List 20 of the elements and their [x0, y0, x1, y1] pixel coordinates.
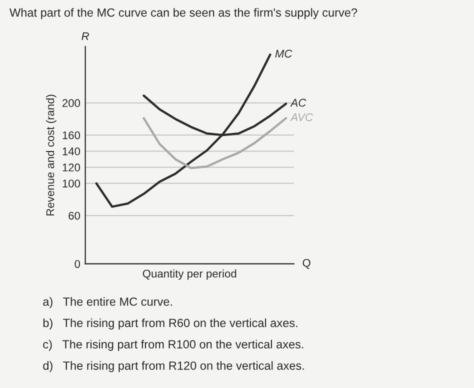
y-axis-title: Revenue and cost (rand): [46, 94, 56, 216]
text: a) The entire MC curve.: [43, 297, 172, 308]
y-tick-label: 100: [62, 180, 80, 188]
chart-title: What part of the MC curve can be seen as the firm's supply curve?: [10, 8, 358, 20]
line-series: [142, 117, 288, 170]
series-label: AC: [290, 98, 306, 107]
series-label: AVC: [290, 113, 314, 122]
y-tick-label: 0: [74, 260, 80, 268]
y-tick-label: 200: [62, 99, 80, 108]
y-tick-label: 140: [62, 147, 80, 156]
y-tick-label: 60: [68, 212, 80, 220]
y-tick-label: 120: [62, 164, 80, 172]
text: b) The rising part from R60 on the vertical axes.: [43, 318, 298, 330]
text: R: [82, 32, 89, 40]
x-axis-title: Quantity per period: [142, 269, 236, 280]
text: Q: [302, 258, 310, 269]
text: c) The rising part from R100 on the vertical axes.: [43, 340, 304, 351]
y-tick-label: 160: [62, 131, 80, 140]
series-label: MC: [275, 50, 292, 58]
text: d) The rising part from R120 on the vertical axes.: [43, 361, 304, 372]
